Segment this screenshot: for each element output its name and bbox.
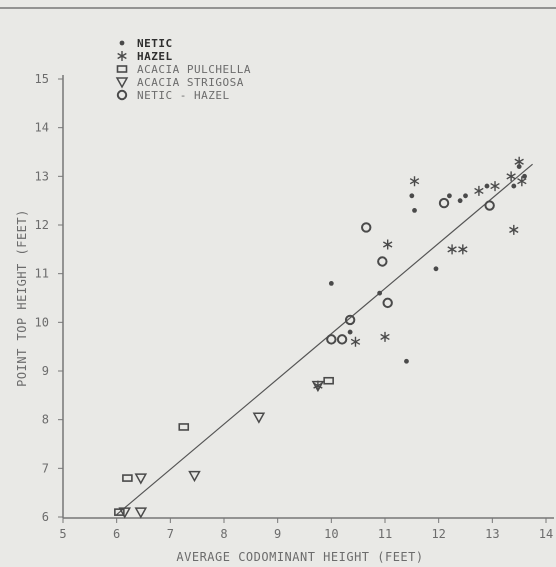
y-axis-label: POINT TOP HEIGHT (FEET): [15, 209, 29, 387]
hazel-point: [474, 185, 484, 196]
acacia-strigosa-legend-icon: [115, 77, 129, 89]
acacia-pulchella-point: [114, 508, 125, 516]
x-tick-label: 6: [113, 527, 120, 541]
netic-point: [404, 358, 409, 364]
x-tick-label: 10: [324, 527, 338, 541]
hazel-legend-icon: [117, 51, 127, 61]
netic-point: [328, 281, 334, 286]
netic-hazel-point: [361, 222, 372, 233]
y-axis-ticks: 6 7 8 9 10 11 12 13 14 15: [35, 72, 63, 524]
x-axis-label: AVERAGE CODOMINANT HEIGHT (FEET): [176, 550, 423, 564]
netic-hazel-point: [382, 297, 393, 309]
netic-point: [484, 183, 490, 189]
hazel-point: [409, 176, 420, 187]
data-points: [114, 156, 527, 519]
acacia-strigosa-point: [118, 507, 131, 519]
netic-point: [412, 208, 417, 213]
netic-point: [457, 198, 463, 204]
hazel-point: [447, 244, 457, 255]
legend-entry-netic: NETIC: [119, 37, 173, 50]
hazel-point: [514, 156, 524, 167]
legend-label: ACACIA PULCHELLA: [137, 63, 251, 76]
y-tick-label: 15: [35, 72, 49, 86]
y-tick-label: 14: [35, 121, 49, 135]
acacia-pulchella-point: [323, 376, 334, 385]
hazel-point: [380, 331, 390, 342]
netic-point: [447, 193, 452, 199]
x-tick-label: 12: [431, 527, 445, 541]
netic-hazel-point: [336, 334, 348, 345]
x-tick-label: 5: [59, 527, 66, 541]
legend-entry-acacia-pulchella: ACACIA PULCHELLA: [116, 63, 251, 76]
netic-point: [347, 329, 353, 335]
acacia-strigosa-point: [134, 473, 148, 485]
netic-hazel-legend-icon: [116, 89, 128, 101]
netic-legend-icon: [119, 40, 125, 46]
netic-point: [511, 183, 517, 189]
hazel-point: [382, 239, 393, 250]
x-tick-label: 13: [485, 527, 499, 541]
netic-point: [463, 193, 468, 199]
x-tick-label: 14: [539, 527, 553, 541]
hazel-point: [490, 181, 500, 192]
netic-point: [409, 193, 415, 199]
hazel-point: [509, 224, 519, 235]
netic-point: [522, 173, 527, 179]
legend-label: NETIC - HAZEL: [137, 89, 230, 102]
y-tick-label: 8: [42, 413, 49, 427]
x-axis-ticks: 5 6 7 8 9 10 11 12 13 14: [59, 518, 553, 541]
netic-hazel-point: [484, 200, 495, 211]
hazel-point: [350, 336, 361, 347]
y-tick-label: 9: [42, 364, 49, 378]
y-tick-label: 6: [42, 510, 49, 524]
regression-fit-line: [116, 163, 533, 516]
x-tick-label: 11: [378, 527, 392, 541]
acacia-pulchella-legend-icon: [116, 65, 128, 73]
legend-entry-acacia-strigosa: ACACIA STRIGOSA: [115, 76, 244, 89]
acacia-pulchella-point: [178, 423, 190, 431]
hazel-point: [517, 176, 527, 187]
acacia-strigosa-point: [188, 470, 201, 483]
legend-entry-netic-hazel: NETIC - HAZEL: [116, 89, 230, 102]
netic-point: [433, 266, 439, 272]
x-tick-label: 9: [274, 527, 281, 541]
legend-label: HAZEL: [137, 50, 173, 63]
y-tick-label: 12: [35, 218, 49, 232]
y-tick-label: 11: [35, 267, 49, 281]
y-tick-label: 13: [35, 169, 49, 183]
acacia-strigosa-point: [134, 507, 148, 519]
y-tick-label: 10: [35, 315, 49, 329]
acacia-strigosa-point: [252, 412, 266, 424]
legend-label: ACACIA STRIGOSA: [137, 76, 244, 89]
acacia-pulchella-point: [122, 474, 133, 482]
netic-hazel-point: [377, 256, 388, 267]
acacia-strigosa-point: [311, 380, 325, 393]
legend-entry-hazel: HAZEL: [117, 50, 173, 63]
chart-axes: [62, 75, 554, 519]
netic-point: [377, 290, 383, 296]
netic-hazel-point: [326, 334, 337, 345]
netic-hazel-point: [344, 314, 356, 326]
hazel-point: [506, 171, 516, 182]
x-tick-label: 8: [220, 527, 227, 541]
legend-label: NETIC: [137, 37, 173, 50]
y-tick-label: 7: [42, 461, 49, 475]
hazel-point: [458, 244, 468, 255]
x-tick-label: 7: [167, 527, 174, 541]
netic-hazel-point: [438, 197, 450, 209]
